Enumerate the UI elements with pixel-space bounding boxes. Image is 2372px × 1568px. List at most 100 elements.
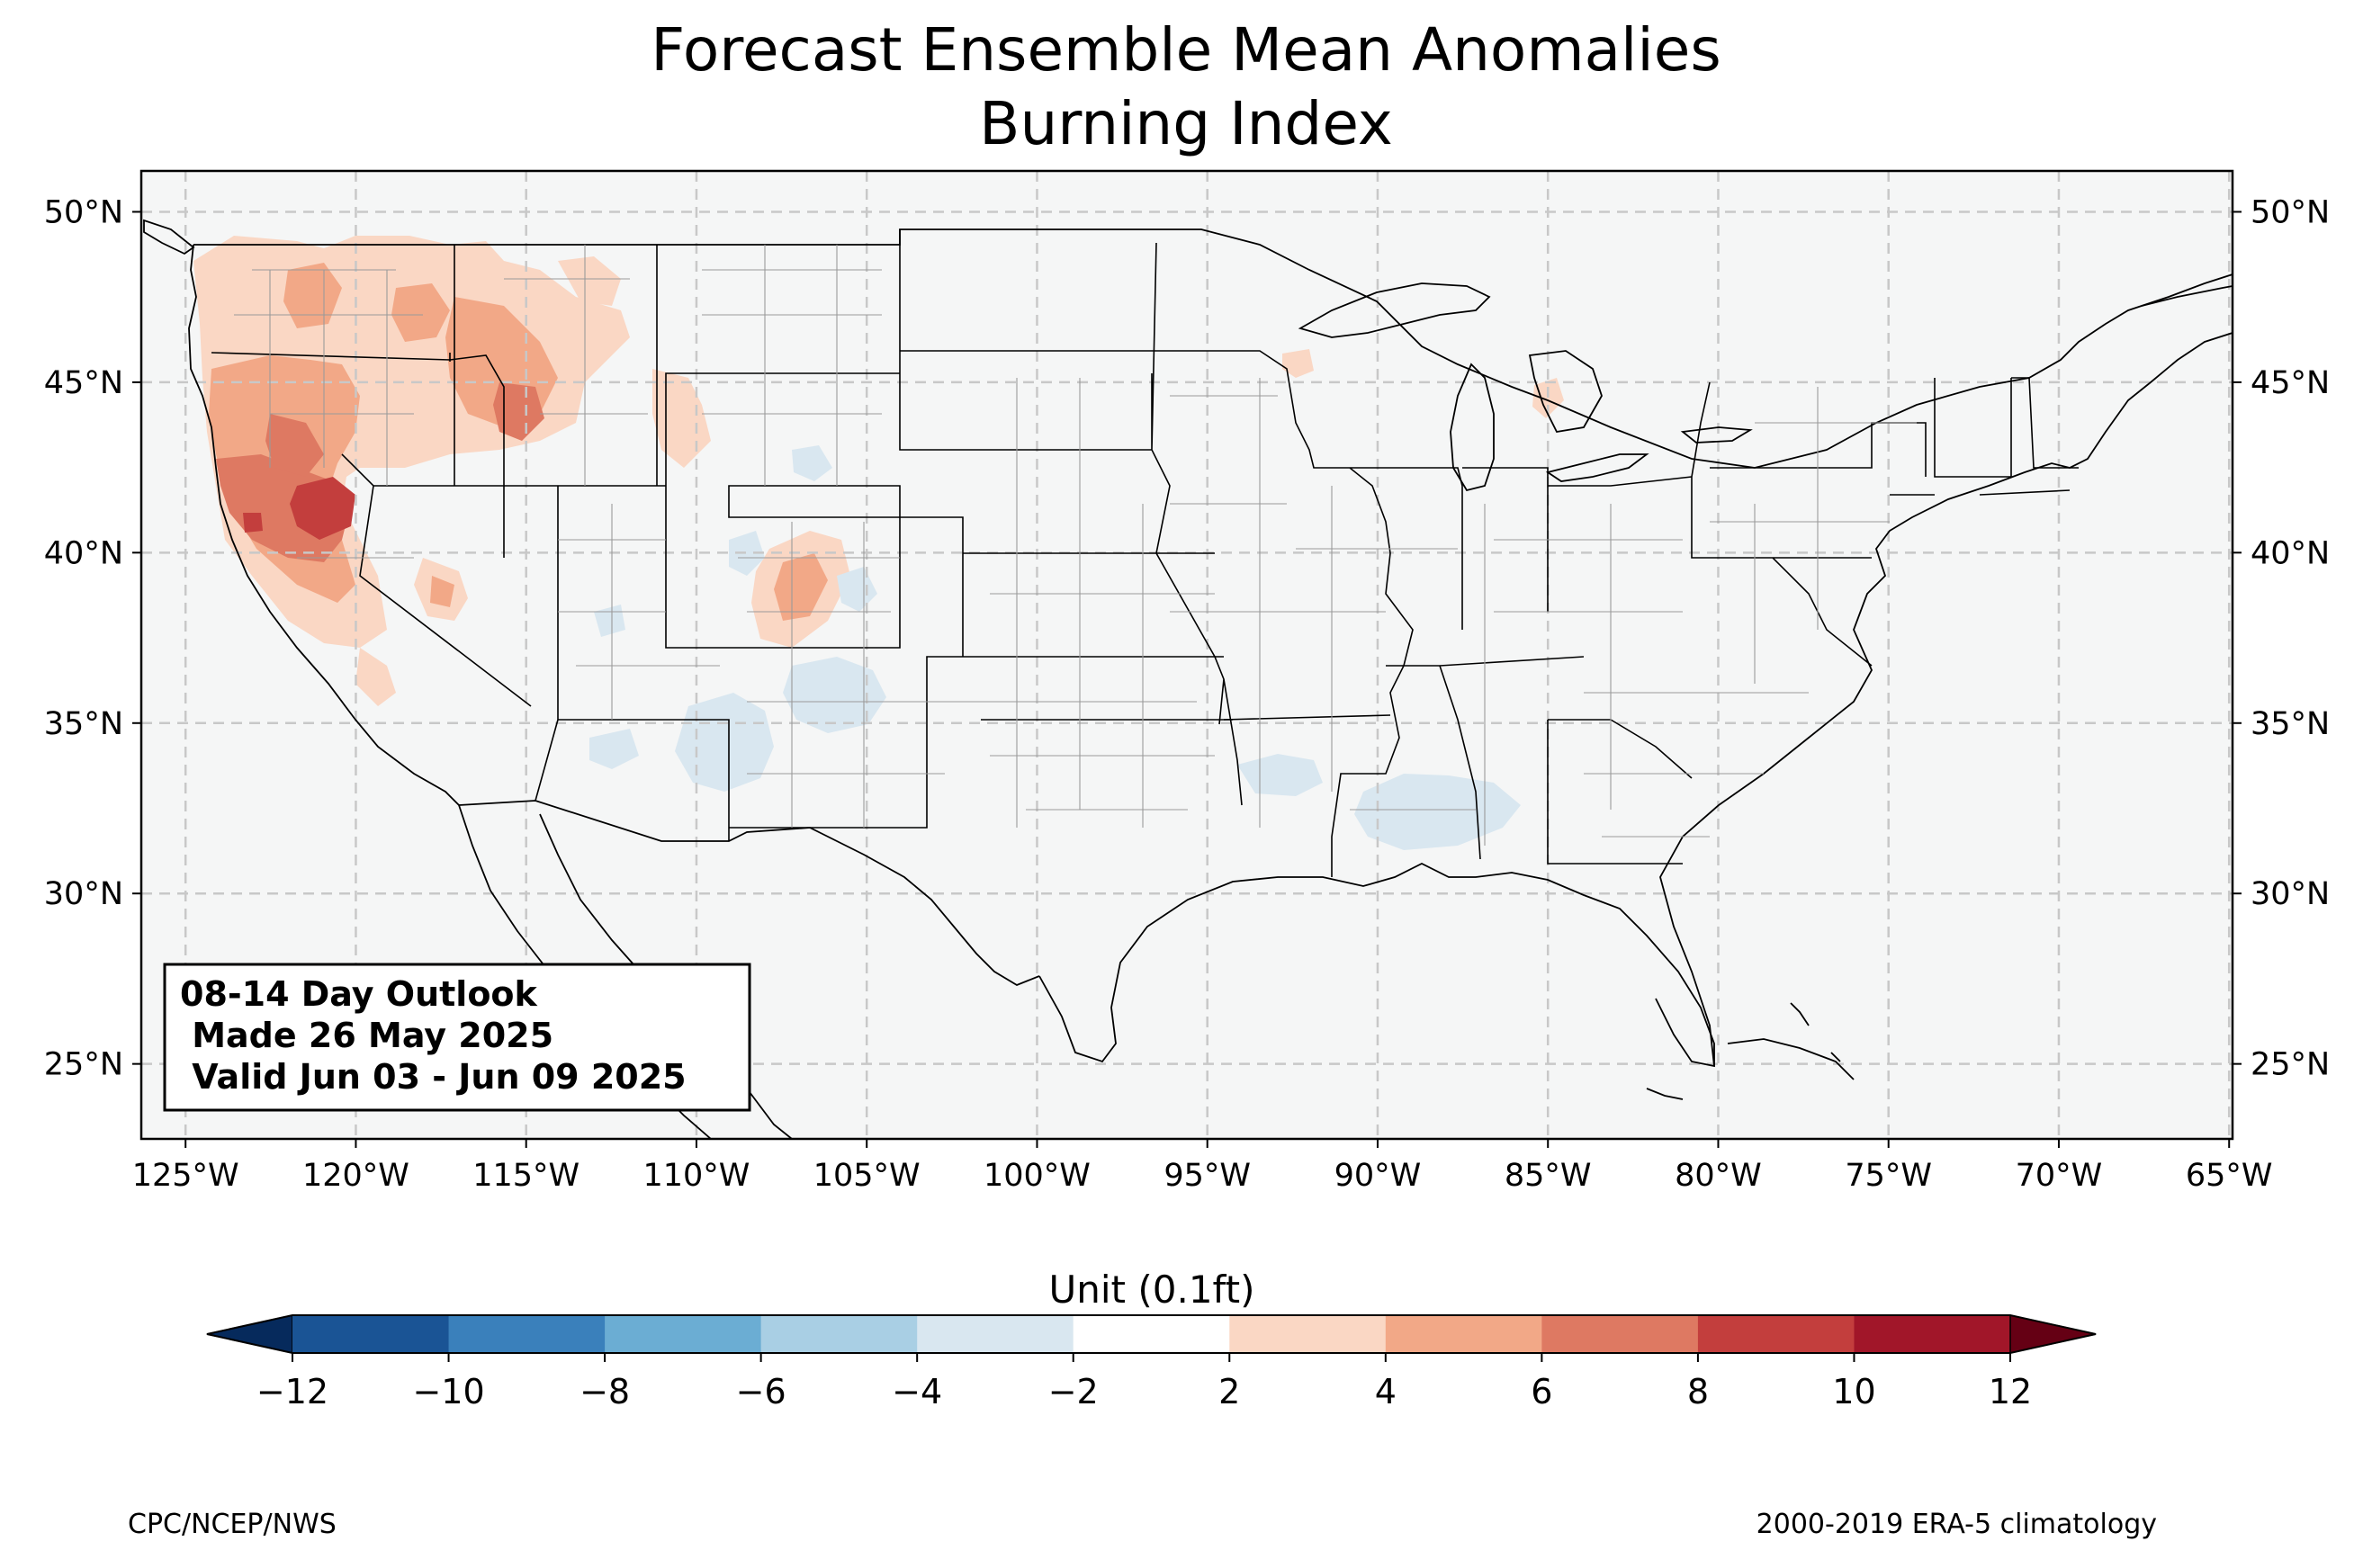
lon-tick-label: 105°W <box>813 1158 921 1194</box>
colorbar-swatch <box>292 1315 450 1353</box>
anomaly-region-sw-negative-2 <box>783 657 886 733</box>
lon-tick-label: 75°W <box>1845 1158 1932 1194</box>
chart-title-line2: Burning Index <box>979 89 1393 158</box>
colorbar-label: Unit (0.1ft) <box>1049 1268 1255 1312</box>
longitude-ticks: 125°W 120°W 115°W 110°W 105°W 100°W 95°W 90°W 85… <box>132 1139 2273 1194</box>
colorbar: Unit (0.1ft) −12 −10 −8 −6 −4 −2 2 4 6 8 10 12 <box>206 1268 2097 1411</box>
colorbar-tick-label: −12 <box>256 1372 328 1411</box>
cuba-coast <box>1727 1038 1855 1080</box>
county-lines <box>234 245 1917 846</box>
lat-tick-label-right: 30°N <box>2251 876 2330 912</box>
latitude-ticks-left: 50°N 45°N 40°N 35°N 30°N 25°N <box>44 194 141 1083</box>
bahamas <box>1790 1002 1841 1062</box>
lon-tick-label: 65°W <box>2186 1158 2273 1194</box>
colorbar-tick-label: −10 <box>412 1372 484 1411</box>
anomaly-region-wa-mid <box>283 263 342 328</box>
lat-tick-label-right: 35°N <box>2251 706 2330 742</box>
lon-tick-label: 110°W <box>642 1158 750 1194</box>
info-valid-range: Valid Jun 03 - Jun 09 2025 <box>180 1057 687 1097</box>
colorbar-tick-label: 2 <box>1218 1372 1240 1411</box>
lat-tick-label-left: 45°N <box>44 365 123 401</box>
footer-source: CPC/NCEP/NWS <box>128 1509 337 1540</box>
colorbar-swatch <box>760 1315 918 1353</box>
anomaly-region-michigan-light <box>1532 378 1564 418</box>
colorbar-tick-label: 4 <box>1375 1372 1397 1411</box>
footer-climatology: 2000-2019 ERA-5 climatology <box>1757 1509 2157 1540</box>
anomaly-region-al-negative <box>1354 774 1521 850</box>
colorbar-swatch <box>605 1315 762 1353</box>
anomaly-region-nevada-mid <box>430 576 454 607</box>
colorbar-tick-label: 8 <box>1687 1372 1709 1411</box>
info-made-date: Made 26 May 2025 <box>180 1016 553 1055</box>
colorbar-swatch <box>917 1315 1074 1353</box>
lake-michigan <box>1450 363 1495 492</box>
anomaly-region-wa-east-light <box>558 256 621 306</box>
lat-tick-label-left: 40°N <box>44 535 123 571</box>
lat-tick-label-right: 25°N <box>2251 1047 2330 1083</box>
colorbar-swatch <box>1385 1315 1542 1353</box>
lon-tick-label: 85°W <box>1505 1158 1592 1194</box>
lake-huron <box>1528 350 1603 433</box>
lat-tick-label-left: 35°N <box>44 706 123 742</box>
lon-tick-label: 100°W <box>984 1158 1091 1194</box>
canada-us-border <box>193 228 2233 469</box>
lake-superior <box>1298 282 1491 338</box>
anomaly-region-nv-south-light <box>355 648 396 706</box>
info-outlook-period: 08-14 Day Outlook <box>180 974 538 1014</box>
lake-ontario <box>1680 426 1753 444</box>
mexico-border <box>458 800 1040 987</box>
chart-title-line1: Forecast Ensemble Mean Anomalies <box>651 15 1721 85</box>
anomaly-region-wisconsin-light <box>1282 349 1314 378</box>
lon-tick-label: 120°W <box>302 1158 409 1194</box>
colorbar-tick-label: −8 <box>580 1372 630 1411</box>
map-panel: 125°W 120°W 115°W 110°W 105°W 100°W 95°W 90°W 85… <box>44 169 2330 1194</box>
us-west-coast <box>188 244 460 806</box>
lon-tick-label: 125°W <box>132 1158 239 1194</box>
info-box-frame <box>163 963 751 1112</box>
lat-tick-label-left: 25°N <box>44 1047 123 1083</box>
lon-tick-label: 70°W <box>2016 1158 2103 1194</box>
colorbar-tick-label: 12 <box>1989 1372 2032 1411</box>
colorbar-tick-label: −4 <box>892 1372 942 1411</box>
colorbar-swatch <box>1073 1315 1230 1353</box>
colorbar-tick-label: −2 <box>1048 1372 1099 1411</box>
colorbar-ticks: −12 −10 −8 −6 −4 −2 2 4 6 8 10 12 <box>256 1353 2032 1411</box>
state-lines-west <box>211 229 1243 841</box>
lake-erie <box>1545 453 1649 482</box>
anomaly-region-sw-negative-4 <box>589 729 639 769</box>
lat-tick-label-right: 45°N <box>2251 365 2330 401</box>
anomaly-region-ut-negative <box>594 605 625 637</box>
gulf-coast <box>1038 862 1715 1068</box>
anomaly-region-colorado-mid <box>774 553 828 621</box>
anomaly-region-sw-negative-3 <box>729 531 765 576</box>
anomaly-region-ms-negative <box>1237 754 1323 796</box>
anomaly-region-idaho-strong <box>493 382 544 441</box>
lat-tick-label-left: 30°N <box>44 876 123 912</box>
lon-tick-label: 90°W <box>1334 1158 1422 1194</box>
atlantic-coast <box>1659 332 2233 1067</box>
colorbar-swatch <box>1697 1315 1855 1353</box>
colorbar-tick-label: −6 <box>736 1372 786 1411</box>
anomaly-region-sw-negative-1 <box>675 693 774 792</box>
lon-tick-label: 80°W <box>1675 1158 1762 1194</box>
florida-keys <box>1646 1088 1684 1100</box>
lon-tick-label: 115°W <box>472 1158 580 1194</box>
anomaly-region-wa-east-mid <box>391 283 450 342</box>
anomaly-region-oregon-strong <box>265 414 324 477</box>
lon-tick-label: 95°W <box>1164 1158 1251 1194</box>
colorbar-swatch <box>448 1315 606 1353</box>
colorbar-swatches <box>206 1314 2097 1354</box>
colorbar-tick-label: 10 <box>1832 1372 1875 1411</box>
anomaly-region-ca-core <box>290 477 355 540</box>
lat-tick-label-right: 50°N <box>2251 194 2330 230</box>
colorbar-tick-label: 6 <box>1531 1372 1552 1411</box>
nova-scotia <box>2141 285 2233 307</box>
colorbar-swatch <box>1229 1315 1387 1353</box>
map-frame <box>139 169 2234 1141</box>
outlook-info-box: 08-14 Day Outlook Made 26 May 2025 Valid… <box>163 963 751 1112</box>
anomaly-region-ca-core-2 <box>243 513 263 533</box>
lat-tick-label-right: 40°N <box>2251 535 2330 571</box>
lat-tick-label-left: 50°N <box>44 194 123 230</box>
colorbar-extend-high <box>2009 1314 2097 1354</box>
